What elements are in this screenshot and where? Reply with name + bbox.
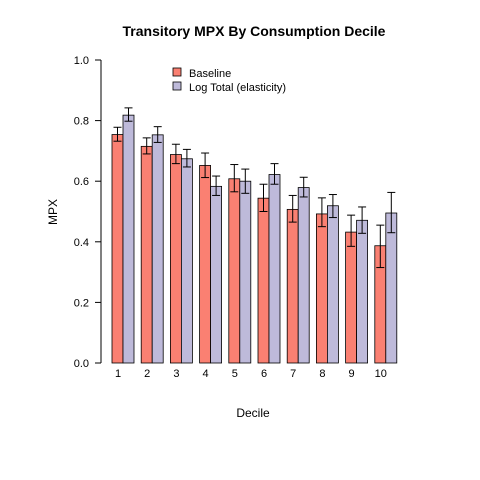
bar-baseline-decile-9 <box>345 231 358 364</box>
y-tick-label-0: 0.0 <box>74 358 89 370</box>
y-tick-label-5: 1.0 <box>74 55 89 67</box>
errorbar-baseline-decile-9 <box>347 214 356 247</box>
x-tick-label-1: 1 <box>115 368 121 380</box>
bar-log-total-decile-9 <box>356 219 369 364</box>
errorbar-baseline-decile-4 <box>201 152 210 179</box>
errorbar-log-total-decile-6 <box>270 163 279 185</box>
x-tick-label-7: 7 <box>290 368 296 380</box>
bar-log-total-decile-8 <box>326 205 339 364</box>
errorbar-baseline-decile-2 <box>142 137 151 155</box>
bar-baseline-decile-3 <box>169 154 182 364</box>
y-tick-label-4: 0.8 <box>74 116 89 128</box>
errorbar-baseline-decile-5 <box>230 164 239 193</box>
bar-baseline-decile-8 <box>315 213 328 364</box>
bars <box>111 114 398 364</box>
errorbar-log-total-decile-10 <box>387 191 396 234</box>
x-tick-labels: 1 2 3 4 5 6 7 8 9 10 <box>115 368 387 380</box>
bar-baseline-decile-1 <box>111 134 124 364</box>
x-tick-label-10: 10 <box>375 368 387 380</box>
bar-log-total-decile-4 <box>210 185 223 364</box>
errorbar-baseline-decile-7 <box>288 194 297 223</box>
bar-log-total-decile-7 <box>297 187 310 364</box>
bar-baseline-decile-4 <box>199 165 212 364</box>
bar-baseline-decile-2 <box>140 145 153 364</box>
error-bars <box>113 107 396 269</box>
x-tick-label-2: 2 <box>144 368 150 380</box>
x-tick-label-3: 3 <box>173 368 179 380</box>
bar-baseline-decile-6 <box>257 197 270 364</box>
errorbar-log-total-decile-1 <box>124 107 133 122</box>
legend-swatch-log-total <box>172 81 182 91</box>
bar-log-total-decile-3 <box>180 158 193 364</box>
y-tick-label-1: 0.2 <box>74 297 89 309</box>
errorbar-log-total-decile-8 <box>328 194 337 219</box>
bar-baseline-decile-5 <box>228 178 241 364</box>
x-tick-label-5: 5 <box>232 368 238 380</box>
y-ticks: 0.0 0.2 0.4 0.6 0.8 1.0 <box>74 55 101 370</box>
x-axis-label: Decile <box>236 406 270 420</box>
bar-baseline-decile-7 <box>286 208 299 364</box>
chart-title: Transitory MPX By Consumption Decile <box>123 23 386 39</box>
errorbar-log-total-decile-3 <box>182 148 191 168</box>
errorbar-log-total-decile-4 <box>212 175 221 196</box>
errorbar-log-total-decile-9 <box>358 206 367 234</box>
bar-log-total-decile-5 <box>239 180 252 364</box>
bar-log-total-decile-1 <box>122 114 135 364</box>
errorbar-baseline-decile-8 <box>317 197 326 228</box>
y-tick-label-2: 0.4 <box>74 237 89 249</box>
y-tick-label-3: 0.6 <box>74 176 89 188</box>
bar-log-total-decile-10 <box>385 212 398 364</box>
errorbar-baseline-decile-1 <box>113 126 122 142</box>
errorbar-baseline-decile-3 <box>171 143 180 165</box>
errorbar-log-total-decile-7 <box>299 176 308 198</box>
x-tick-label-6: 6 <box>261 368 267 380</box>
legend-label-log-total: Log Total (elasticity) <box>189 82 286 94</box>
x-tick-label-4: 4 <box>203 368 209 380</box>
errorbar-baseline-decile-6 <box>259 183 268 212</box>
x-tick-label-8: 8 <box>319 368 325 380</box>
errorbar-log-total-decile-5 <box>241 168 250 194</box>
errorbar-log-total-decile-2 <box>153 126 162 143</box>
bar-log-total-decile-6 <box>268 174 281 364</box>
x-tick-label-9: 9 <box>349 368 355 380</box>
legend-label-baseline: Baseline <box>189 68 231 80</box>
legend-swatch-baseline <box>172 67 182 77</box>
bar-log-total-decile-2 <box>151 134 164 364</box>
y-axis-label: MPX <box>46 199 60 225</box>
legend: Baseline Log Total (elasticity) <box>172 67 286 94</box>
errorbar-baseline-decile-10 <box>376 224 385 269</box>
